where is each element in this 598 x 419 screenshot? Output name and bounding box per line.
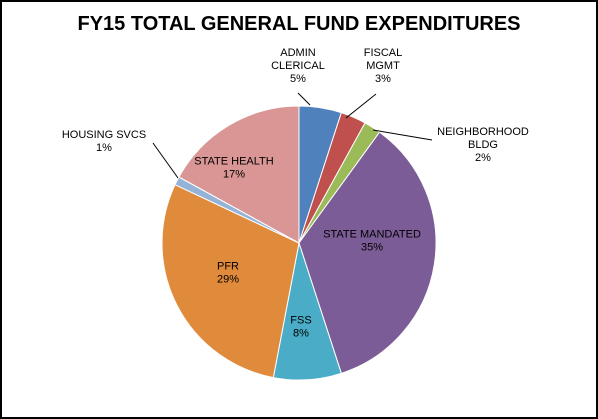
pie-slices xyxy=(161,105,437,381)
slice-name-pfr: PFR xyxy=(217,261,239,273)
slice-percent-pfr: 29% xyxy=(217,274,239,286)
slice-name-admin-clerical: ADMIN xyxy=(280,47,316,59)
slice-name-fiscal-mgmt: FISCAL xyxy=(364,47,403,59)
slice-state-health xyxy=(178,105,300,244)
slice-name-neighborhood-bldg: NEIGHBORHOOD xyxy=(437,126,529,138)
slice-label-pfr: PFR 29% xyxy=(217,261,239,286)
slice-state-mandated xyxy=(298,131,437,374)
slice-name-state-mandated: STATE MANDATED xyxy=(323,229,421,241)
slice-percent-neighborhood-bldg: 2% xyxy=(475,152,491,164)
slice-percent-state-mandated: 35% xyxy=(361,242,383,254)
slice-label-state-mandated: STATE MANDATED 35% xyxy=(323,229,421,254)
slice-name-fss: FSS xyxy=(290,315,311,327)
slice-percent-fss: 8% xyxy=(293,328,309,340)
slice-pfr xyxy=(161,184,300,379)
leader-line-housing-svcs xyxy=(152,142,179,179)
slice-percent-admin-clerical: 5% xyxy=(290,73,306,85)
slice-name-housing-svcs: HOUSING SVCS xyxy=(62,129,146,141)
slice-percent-housing-svcs: 1% xyxy=(96,142,112,154)
leader-line-fiscal-mgmt xyxy=(345,93,377,119)
chart-title: FY15 TOTAL GENERAL FUND EXPENDITURES xyxy=(77,13,520,35)
slice-label-state-health: STATE HEALTH 17% xyxy=(194,156,274,181)
slice-name-neighborhood-bldg: BLDG xyxy=(468,139,498,151)
slice-name-admin-clerical: CLERICAL xyxy=(271,60,325,72)
slice-percent-state-health: 17% xyxy=(223,169,245,181)
slice-label-fss: FSS 8% xyxy=(290,315,311,340)
slice-label-admin-clerical: ADMIN CLERICAL 5% xyxy=(271,47,325,85)
leader-line-admin-clerical xyxy=(297,92,311,106)
slice-name-fiscal-mgmt: MGMT xyxy=(366,60,400,72)
slice-label-fiscal-mgmt: FISCAL MGMT 3% xyxy=(364,47,403,85)
leader-lines xyxy=(152,92,433,179)
slice-percent-fiscal-mgmt: 3% xyxy=(375,73,391,85)
leader-line-neighborhood-bldg xyxy=(372,129,433,141)
slice-label-housing-svcs: HOUSING SVCS 1% xyxy=(62,129,146,154)
slice-label-neighborhood-bldg: NEIGHBORHOOD BLDG 2% xyxy=(437,126,529,164)
slice-labels: ADMIN CLERICAL 5% FISCAL MGMT 3% NEIGHBORHOOD B… xyxy=(62,47,529,340)
slice-name-state-health: STATE HEALTH xyxy=(194,156,274,168)
